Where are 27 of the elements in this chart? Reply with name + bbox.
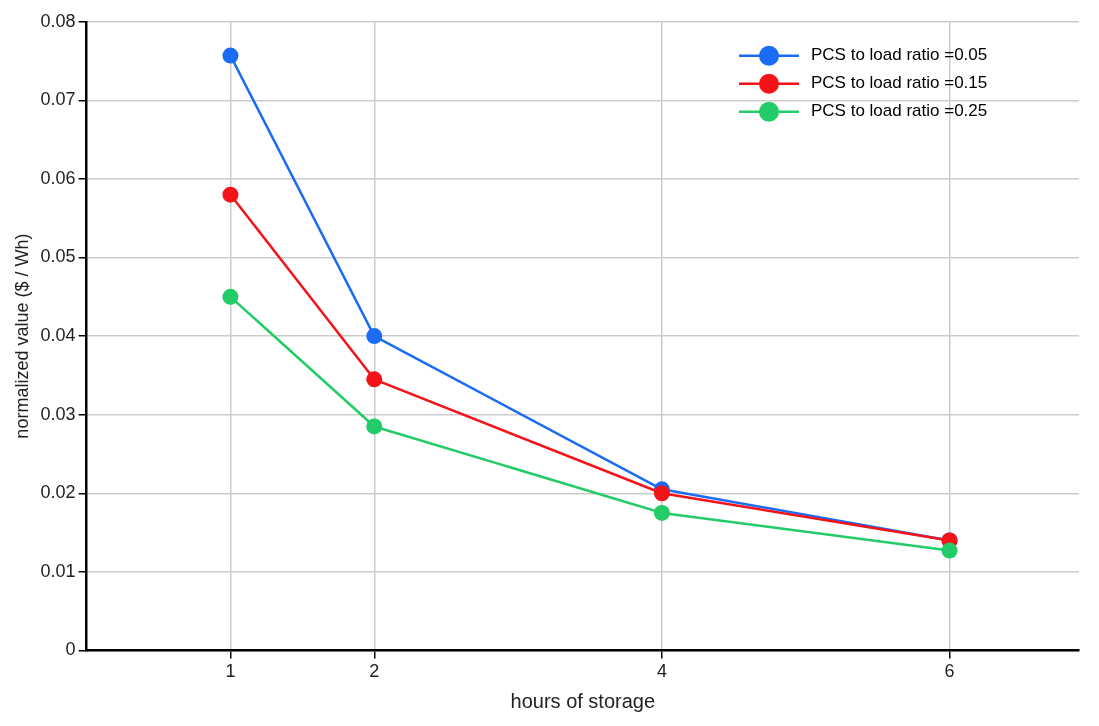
y-tick-label: 0.06	[40, 167, 76, 188]
y-tick-label: 0.03	[40, 403, 76, 424]
x-tick-label: 1	[225, 661, 236, 682]
legend-label: PCS to load ratio =0.25	[811, 101, 988, 121]
y-tick-label: 0.07	[40, 89, 76, 110]
legend-label: PCS to load ratio =0.15	[811, 73, 988, 93]
point	[366, 371, 383, 388]
x-tick-label: 2	[369, 661, 380, 682]
point	[941, 542, 958, 559]
point	[366, 328, 383, 345]
point	[653, 504, 670, 521]
point	[222, 47, 239, 64]
point	[222, 288, 239, 305]
x-tick-label: 4	[656, 661, 667, 682]
y-tick-label: 0	[65, 639, 76, 660]
y-tick-label: 0.02	[40, 482, 76, 503]
x-tick-label: 6	[944, 661, 955, 682]
x-axis-title: hours of storage	[510, 689, 656, 712]
y-tick-label: 0.08	[40, 10, 76, 31]
y-tick-label: 0.04	[40, 325, 76, 346]
point	[653, 485, 670, 502]
point	[366, 418, 383, 435]
y-tick-label: 0.05	[40, 246, 76, 267]
legend-label: PCS to load ratio =0.05	[811, 45, 988, 65]
y-axis-title: normalized value ($ / Wh)	[11, 233, 32, 439]
y-tick-label: 0.01	[40, 560, 76, 581]
point	[222, 186, 239, 203]
